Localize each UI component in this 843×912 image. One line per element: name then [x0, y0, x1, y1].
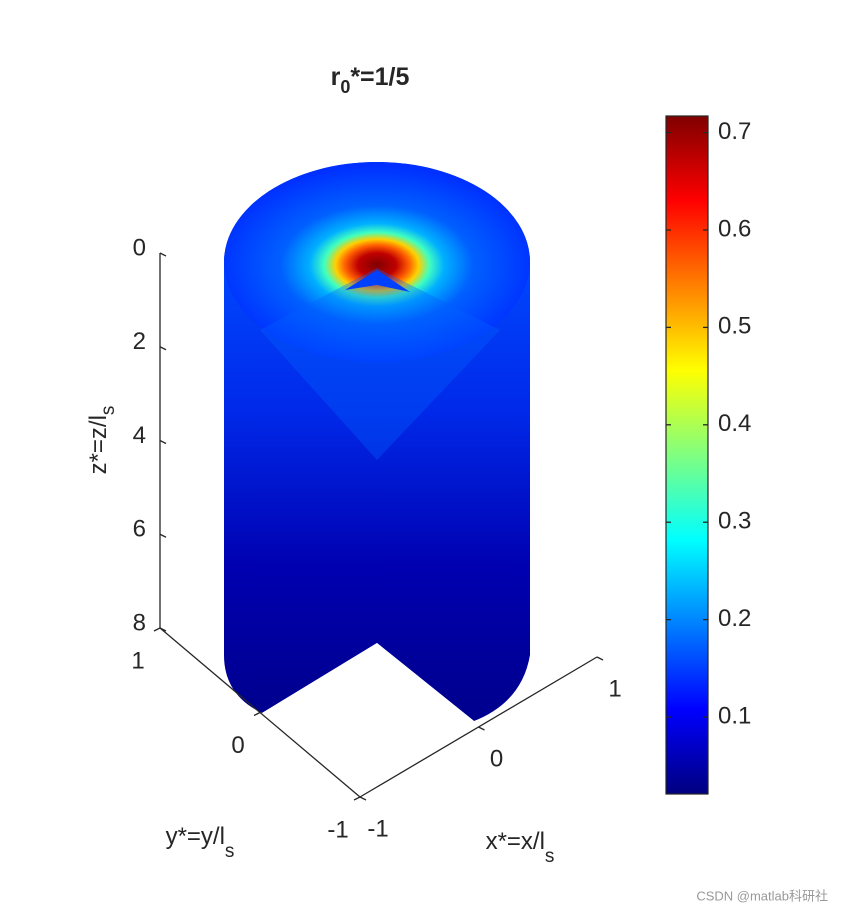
chart-title: r0*=1/5 — [331, 63, 410, 97]
colorbar-tick-label: 0.5 — [718, 313, 751, 340]
z-tick-mark — [159, 533, 167, 538]
x-tick-mark — [596, 656, 604, 661]
colorbar — [665, 115, 709, 795]
colorbar-tick-label: 0.4 — [718, 410, 751, 437]
y-axis-label: y*=y/ls — [166, 823, 235, 862]
x-label-subscript: s — [545, 846, 555, 867]
x-label-text: x*=x/l — [486, 828, 545, 855]
colorbar-tick-label: 0.3 — [718, 508, 751, 535]
y-tick-mark — [153, 627, 161, 632]
x-tick-label: 0 — [490, 745, 503, 772]
y-tick-label: 1 — [131, 647, 144, 674]
y-tick-label: 0 — [231, 732, 244, 759]
z-tick-label: 4 — [133, 422, 146, 449]
z-label-subscript: s — [98, 406, 119, 416]
x-tick-label: -1 — [367, 815, 388, 842]
y-tick-mark — [253, 711, 261, 717]
cylinder-surface — [224, 162, 530, 760]
colorbar-tick-label: 0.2 — [718, 605, 751, 632]
y-label-subscript: s — [225, 841, 235, 862]
z-tick-label: 6 — [133, 516, 146, 543]
title-subscript: 0 — [340, 77, 350, 97]
title-suffix: *=1/5 — [350, 63, 409, 91]
z-tick-label: 0 — [133, 234, 146, 261]
y-tick-mark — [353, 796, 361, 801]
y-tick-label: -1 — [327, 816, 348, 843]
title-text: r — [331, 63, 341, 91]
x-tick-mark — [359, 796, 367, 801]
x-tick-mark — [478, 726, 485, 731]
colorbar-tick-label: 0.1 — [718, 702, 751, 729]
z-label-text: z*=z/l — [85, 415, 112, 474]
x-tick-label: 1 — [608, 675, 621, 702]
z-tick-label: 8 — [133, 609, 146, 636]
z-tick-mark — [159, 439, 167, 445]
z-tick-label: 2 — [133, 328, 146, 355]
colorbar-tick-label: 0.6 — [718, 215, 751, 242]
colorbar-tick-label: 0.7 — [718, 118, 751, 145]
z-axis-label: z*=z/ls — [85, 406, 119, 475]
y-label-text: y*=y/l — [166, 823, 225, 850]
watermark: CSDN @matlab科研社 — [696, 888, 828, 903]
z-tick-mark — [159, 252, 167, 257]
x-axis-label: x*=x/ls — [486, 828, 555, 867]
z-tick-mark — [159, 346, 167, 351]
